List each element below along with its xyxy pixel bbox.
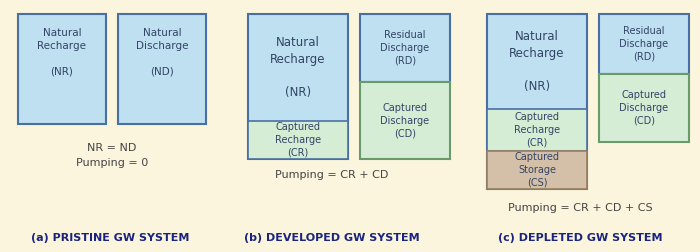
Bar <box>599 74 689 142</box>
Text: Captured
Recharge
(CR): Captured Recharge (CR) <box>514 112 560 148</box>
Text: Captured
Recharge
(CR): Captured Recharge (CR) <box>275 122 321 158</box>
Text: Natural
Discharge

(ND): Natural Discharge (ND) <box>136 28 188 76</box>
Text: Captured
Discharge
(CD): Captured Discharge (CD) <box>620 90 668 126</box>
Text: Captured
Storage
(CS): Captured Storage (CS) <box>514 152 559 188</box>
Text: Natural
Recharge

(NR): Natural Recharge (NR) <box>38 28 87 76</box>
Text: Pumping = CR + CD + CS: Pumping = CR + CD + CS <box>508 203 652 213</box>
Text: (a) PRISTINE GW SYSTEM: (a) PRISTINE GW SYSTEM <box>31 233 189 243</box>
Text: Natural
Recharge

(NR): Natural Recharge (NR) <box>270 36 326 99</box>
Bar <box>118 14 206 124</box>
Bar <box>599 14 689 74</box>
Text: Pumping = CR + CD: Pumping = CR + CD <box>275 170 389 180</box>
Bar <box>360 82 450 159</box>
Text: Natural
Recharge

(NR): Natural Recharge (NR) <box>510 30 565 93</box>
Bar <box>360 14 450 82</box>
Bar <box>487 151 587 189</box>
Bar <box>487 14 587 189</box>
Text: NR = ND: NR = ND <box>88 143 136 153</box>
Text: Captured
Discharge
(CD): Captured Discharge (CD) <box>380 103 430 138</box>
Bar <box>248 121 348 159</box>
Text: (c) DEPLETED GW SYSTEM: (c) DEPLETED GW SYSTEM <box>498 233 662 243</box>
Bar <box>18 14 106 124</box>
Text: Residual
Discharge
(RD): Residual Discharge (RD) <box>380 30 430 66</box>
Bar <box>487 109 587 151</box>
Text: Pumping = 0: Pumping = 0 <box>76 158 148 168</box>
Text: (b) DEVELOPED GW SYSTEM: (b) DEVELOPED GW SYSTEM <box>244 233 420 243</box>
Bar <box>248 14 348 159</box>
Text: Residual
Discharge
(RD): Residual Discharge (RD) <box>620 26 668 62</box>
